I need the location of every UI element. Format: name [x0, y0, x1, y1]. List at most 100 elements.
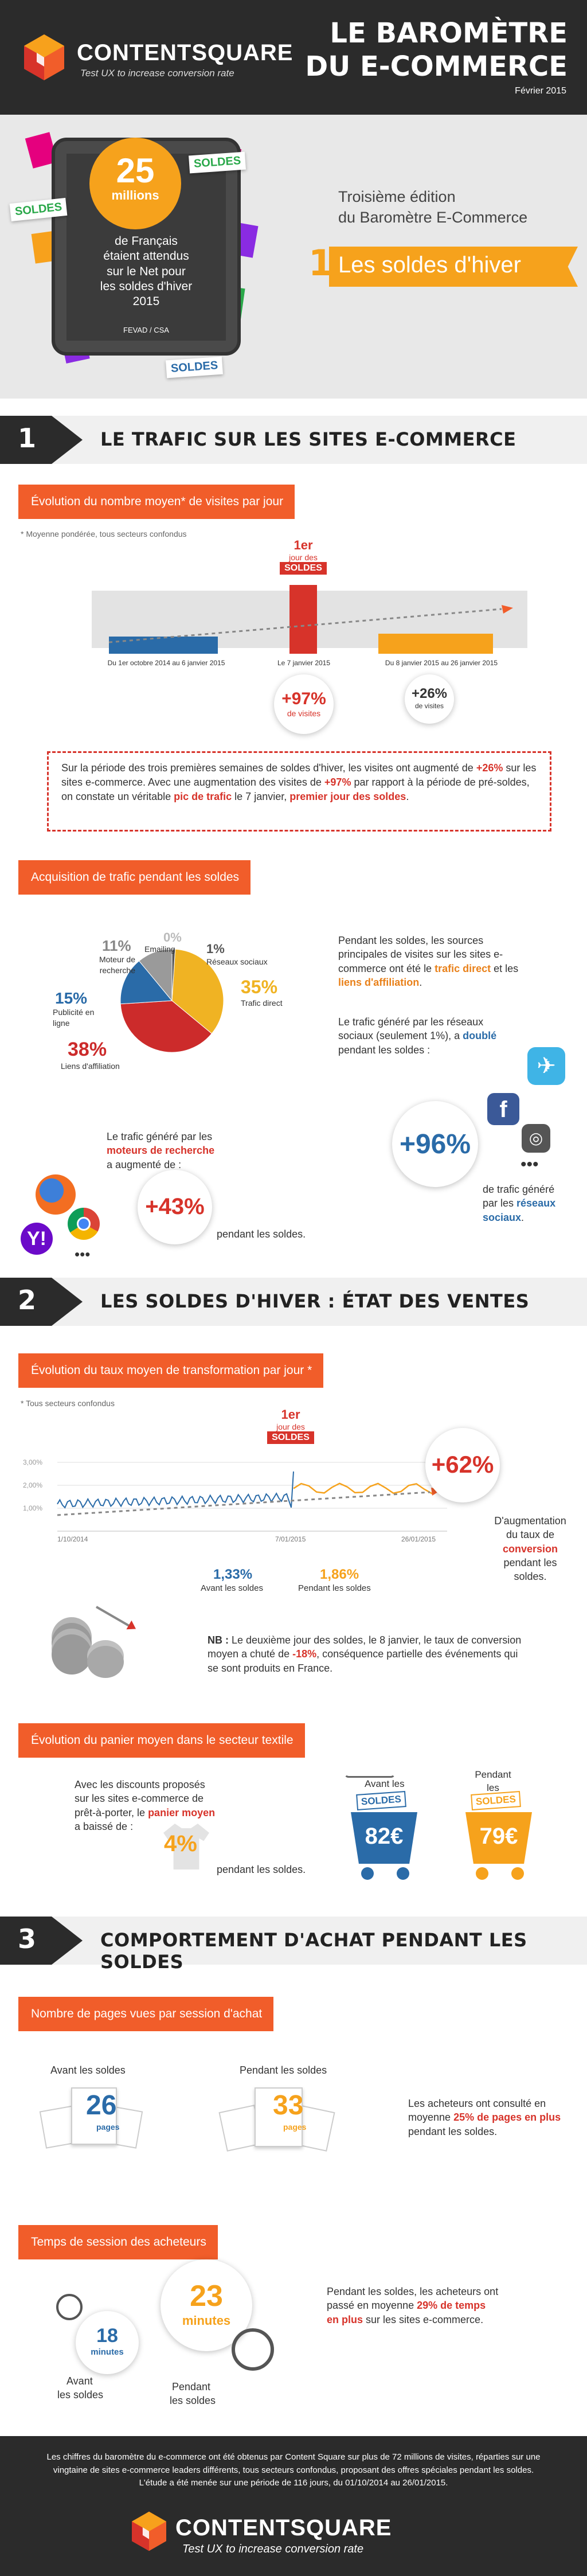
twitter-icon: ✈	[527, 1047, 565, 1085]
footer-tagline: Test UX to increase conversion rate	[182, 2543, 364, 2555]
pie-label-ads-pct: 15%	[55, 989, 88, 1007]
pages-stack-during	[218, 2087, 337, 2156]
section-number: 2	[17, 1285, 36, 1316]
badge-soldes: SOLDES	[280, 562, 327, 575]
section-number: 3	[17, 1923, 36, 1954]
pie-label-search-pct: 11%	[102, 937, 131, 954]
visits-circle-26: +26% de visites	[405, 674, 454, 724]
coins-icon	[46, 1606, 139, 1680]
header-title-line2: DU E-COMMERCE	[305, 50, 568, 83]
hanger-icon	[344, 1755, 396, 1778]
basket-tab: Évolution du panier moyen dans le secteu…	[18, 1723, 305, 1758]
y-tick: 1,00%	[23, 1504, 42, 1512]
basket-text: Avec les discounts proposés sur les site…	[75, 1779, 216, 1832]
basket-caption: pendant les soldes.	[217, 1864, 306, 1875]
conv-during-value: 1,86%	[320, 1567, 359, 1582]
x-tick: 7/01/2015	[275, 1535, 306, 1543]
badge-top: 1er	[281, 1407, 300, 1422]
pages-during-label: Pendant les soldes	[240, 2064, 327, 2076]
chrome-icon	[68, 1208, 100, 1240]
conversion-text: D'augmentation du taux de conversion pen…	[494, 1515, 566, 1583]
time-during-caption-1: Pendant	[172, 2381, 211, 2392]
summary-text: .	[406, 791, 409, 803]
pie-label-social: Réseaux sociaux	[206, 957, 268, 966]
contentsquare-logo-icon	[132, 2511, 166, 2551]
conv-before-caption: Avant les soldes	[201, 1583, 263, 1593]
cart2-label: Pendant les	[475, 1769, 511, 1793]
pie-label-direct: Trafic direct	[241, 998, 283, 1008]
cart2-price: 79€	[479, 1824, 518, 1849]
section1-band: 1 LE TRAFIC SUR LES SITES E-COMMERCE	[0, 416, 587, 464]
summary-highlight: premier jour des soldes	[289, 791, 406, 803]
wheel-icon	[511, 1867, 524, 1880]
conversion-series-during	[293, 1482, 448, 1494]
footer-brand: CONTENTSQUARE	[175, 2515, 392, 2540]
pages-before-value: 26	[86, 2090, 117, 2121]
pie-slice	[120, 960, 173, 1005]
facebook-icon: f	[487, 1093, 519, 1125]
section-title: COMPORTEMENT D'ACHAT PENDANT LES SOLDES	[100, 1929, 527, 1973]
brand-tagline: Test UX to increase conversion rate	[80, 68, 234, 79]
soldes-tag: SOLDES	[166, 356, 224, 378]
hero: 25 millions de Français étaient attendus…	[0, 115, 587, 399]
badge-mid: jour des	[289, 553, 318, 562]
firefox-icon	[36, 1174, 76, 1215]
first-day-badge: 1er jour des SOLDES	[280, 538, 327, 575]
time-before-unit: minutes	[91, 2347, 124, 2357]
pages-stack-before	[39, 2087, 146, 2150]
footer: Les chiffres du baromètre du e-commerce …	[0, 2436, 587, 2576]
hero-stat-circle: 25 millions	[89, 138, 181, 229]
bar1-label: Du 1er octobre 2014 au 6 janvier 2015	[107, 659, 225, 667]
pie-label-affiliation-pct: 38%	[68, 1039, 107, 1060]
pie-slice	[171, 949, 176, 1001]
badge-mid: jour des	[276, 1422, 305, 1431]
nb-text: NB : Le deuxième jour des soldes, le 8 j…	[208, 1634, 522, 1674]
cart2-icon: 79€	[465, 1812, 532, 1864]
conversion-value: +62%	[431, 1451, 494, 1478]
basket-value: 4%	[164, 1831, 197, 1856]
pages-during-unit: pages	[283, 2122, 307, 2132]
search-circle: +43%	[138, 1170, 212, 1244]
pie-label-ads: Publicité en ligne	[53, 1008, 95, 1028]
time-before-caption-1: Avant	[66, 2375, 93, 2387]
cart1-price: 82€	[365, 1824, 404, 1849]
pie-label-search: Moteur de recherche	[99, 955, 135, 975]
wheel-icon	[397, 1867, 409, 1880]
header-date: Février 2015	[515, 86, 566, 96]
time-during-unit: minutes	[182, 2313, 231, 2328]
hero-big-number: 25	[116, 151, 155, 190]
section2-band: 2 LES SOLDES D'HIVER : ÉTAT DES VENTES	[0, 1278, 587, 1326]
summary-text: Sur la période des trois premières semai…	[61, 762, 476, 774]
header-title-line1: LE BAROMÈTRE	[330, 17, 568, 49]
circle-caption: de visites	[414, 702, 444, 710]
summary-value: +97%	[324, 776, 351, 789]
bar2-label: Le 7 janvier 2015	[277, 659, 331, 667]
visits-tab: Évolution du nombre moyen* de visites pa…	[18, 485, 295, 519]
pie-slice	[171, 949, 224, 1035]
pie-label-social-pct: 1%	[206, 942, 225, 956]
edition-line2: du Baromètre E-Commerce	[338, 209, 528, 226]
visits-circle-97: +97% de visites	[274, 674, 334, 734]
footer-text: Les chiffres du baromètre du e-commerce …	[46, 2452, 541, 2488]
chapter-label: Les soldes d'hiver	[338, 252, 521, 278]
time-before-value: 18	[96, 2325, 118, 2347]
stopwatch-icon	[232, 2328, 274, 2371]
pie-label-affiliation: Liens d'affiliation	[61, 1061, 120, 1071]
pie-label-emailing: Emailing	[144, 944, 175, 954]
chapter-banner: Les soldes d'hiver	[329, 247, 578, 287]
social-value: +96%	[399, 1129, 471, 1160]
pages-before-unit: pages	[96, 2122, 120, 2132]
conv-before-value: 1,33%	[213, 1567, 253, 1582]
pie-text: Pendant les soldes, les sources principa…	[338, 935, 519, 988]
cart1-label: Avant les	[365, 1778, 405, 1789]
wheel-icon	[476, 1867, 488, 1880]
section-title: LES SOLDES D'HIVER : ÉTAT DES VENTES	[100, 1290, 530, 1312]
pages-before-label: Avant les soldes	[50, 2064, 126, 2076]
instagram-icon: ◎	[522, 1124, 550, 1153]
pie-label-direct-pct: 35%	[241, 977, 278, 997]
pages-tab: Nombre de pages vues par session d'achat	[18, 1997, 274, 2031]
conversion-footnote: * Tous secteurs confondus	[21, 1399, 115, 1408]
search-caption: pendant les soldes.	[217, 1228, 306, 1240]
time-during-value: 23	[190, 2280, 223, 2313]
pie-slice	[120, 1000, 213, 1053]
